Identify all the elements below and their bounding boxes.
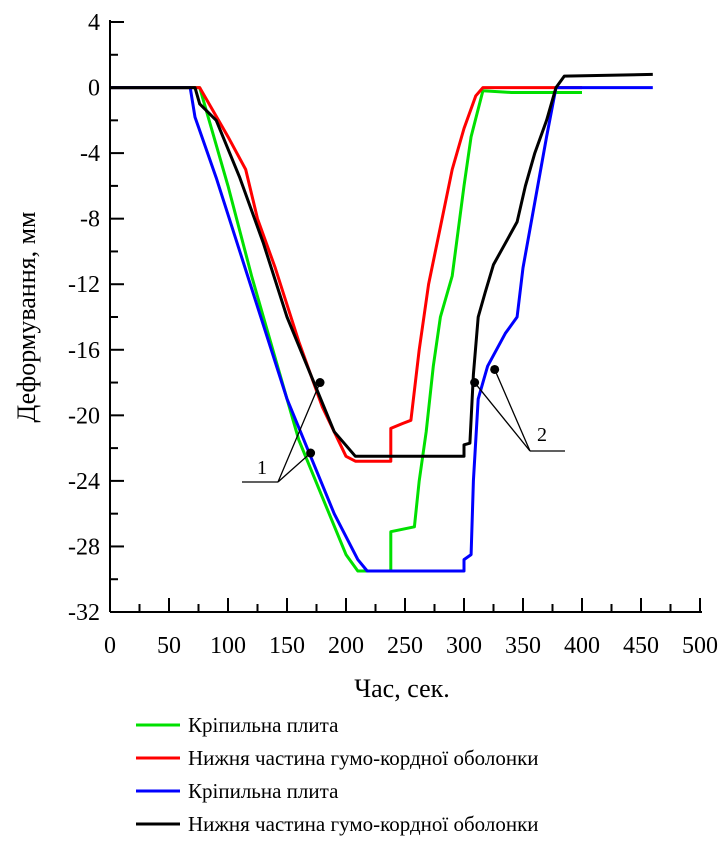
series-line-3 xyxy=(110,86,653,573)
annotation-label: 2 xyxy=(537,424,547,446)
annotation-leader xyxy=(494,369,531,452)
series-line-2 xyxy=(110,86,582,463)
x-tick-label: 350 xyxy=(505,633,541,659)
annotation-leader xyxy=(277,382,321,483)
y-tick-label: 0 xyxy=(88,76,100,102)
y-tick-label: -16 xyxy=(68,338,100,364)
x-tick-label: 400 xyxy=(564,633,600,659)
y-tick-label: 4 xyxy=(88,10,100,36)
series-layer xyxy=(110,72,653,573)
y-tick-label: -8 xyxy=(80,207,100,233)
y-tick-label: -4 xyxy=(80,141,100,167)
annotation-layer: 12 xyxy=(242,364,565,483)
legend: Кріпильна плита Нижня частина гумо-кордно… xyxy=(136,713,539,836)
y-tick-label: -24 xyxy=(68,469,100,495)
x-tick-label: 500 xyxy=(682,633,718,659)
axes-layer: 40-4-8-12-16-20-24-28-320 50 100 150 200 250 3… xyxy=(68,10,718,659)
y-axis-title: Деформування, мм xyxy=(12,212,41,423)
annotation-leader xyxy=(474,382,531,452)
series-line-1 xyxy=(110,86,582,573)
annotation-marker xyxy=(306,448,316,458)
annotation-marker xyxy=(315,378,325,388)
x-tick-label: 0 xyxy=(104,633,116,659)
annotation-marker xyxy=(490,364,500,374)
x-tick-label: 100 xyxy=(210,633,246,659)
legend-label: Нижня частина гумо-кордної оболонки xyxy=(188,746,539,770)
x-tick-label: 450 xyxy=(623,633,659,659)
y-tick-label: -12 xyxy=(68,272,100,298)
y-tick-label: -32 xyxy=(68,600,100,626)
x-tick-label: 300 xyxy=(446,633,482,659)
annotation-label: 1 xyxy=(257,457,267,479)
legend-label: Нижня частина гумо-кордної оболонки xyxy=(188,812,539,836)
x-tick-label: 150 xyxy=(269,633,305,659)
annotation-leader xyxy=(277,452,312,483)
x-tick-label: 250 xyxy=(387,633,423,659)
series-line-4 xyxy=(110,72,653,458)
x-tick-label: 50 xyxy=(157,633,181,659)
legend-label: Кріпильна плита xyxy=(188,779,339,803)
y-tick-label: -28 xyxy=(68,534,100,560)
annotation-marker xyxy=(470,378,480,388)
y-tick-label: -20 xyxy=(68,403,100,429)
x-tick-label: 200 xyxy=(328,633,364,659)
legend-label: Кріпильна плита xyxy=(188,713,339,737)
x-axis-title: Час, сек. xyxy=(354,674,450,703)
